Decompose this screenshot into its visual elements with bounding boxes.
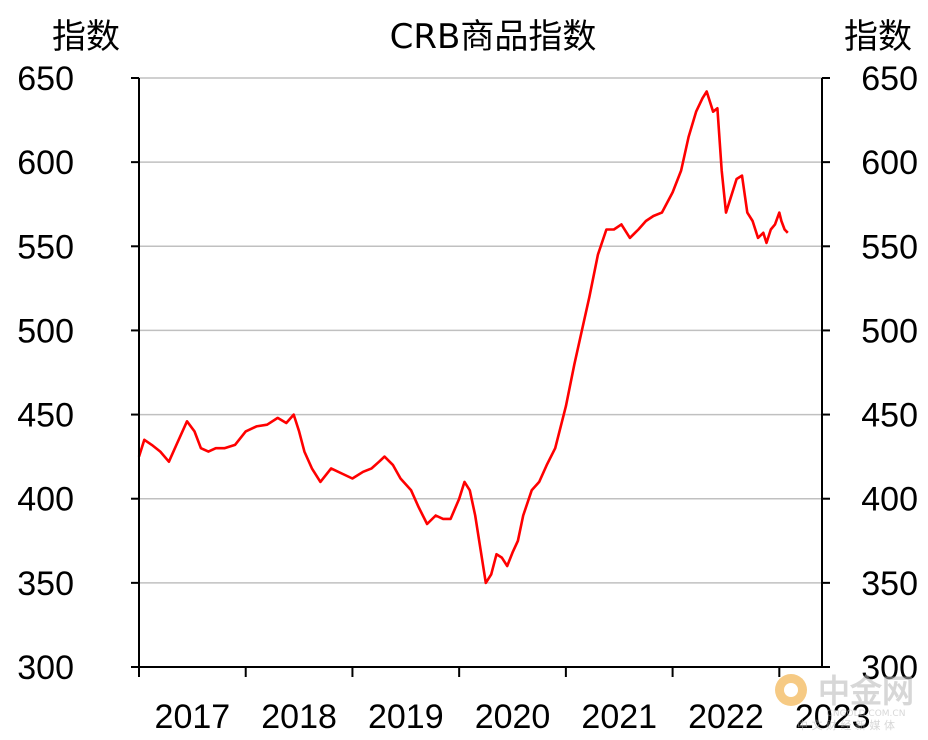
y-tick-label-right-600: 600	[861, 144, 918, 182]
watermark: 中金网 CNGOLD.COM.CN 中 文 财 经 新 媒 体	[775, 672, 914, 732]
x-tick-label-2017: 2017	[155, 698, 231, 736]
y-tick-label-right-300: 300	[861, 649, 918, 687]
y-axis-title-right: 指数	[844, 17, 912, 57]
y-tick-label-left-550: 550	[17, 228, 74, 266]
y-tick-label-left-450: 450	[17, 397, 74, 435]
y-tick-label-left-650: 650	[17, 60, 74, 98]
y-tick-label-left-350: 350	[17, 565, 74, 603]
tick-labels: 300 300 350 350 400 400 450 450 500 500 550 550 600 6…	[17, 60, 918, 736]
x-tick-label-2023: 2023	[795, 698, 871, 736]
y-tick-label-right-500: 500	[861, 312, 918, 350]
y-tick-label-right-550: 550	[861, 228, 918, 266]
ticks	[131, 77, 830, 677]
x-tick-label-2020: 2020	[475, 698, 551, 736]
x-tick-label-2019: 2019	[368, 698, 444, 736]
x-tick-label-2021: 2021	[581, 698, 657, 736]
watermark-logo-inner	[784, 683, 798, 697]
y-tick-label-left-300: 300	[17, 649, 74, 687]
watermark-sub-text: 中 文 财 经 新 媒 体	[797, 718, 895, 732]
series-line-0	[137, 90, 789, 585]
y-tick-label-right-350: 350	[861, 565, 918, 603]
axes	[138, 78, 823, 668]
watermark-cn-text: 中金网	[818, 672, 914, 710]
y-tick-label-right-650: 650	[861, 60, 918, 98]
y-tick-label-left-600: 600	[17, 144, 74, 182]
y-tick-label-left-500: 500	[17, 312, 74, 350]
y-tick-label-right-450: 450	[861, 397, 918, 435]
series-layer	[137, 90, 789, 585]
gridlines	[139, 77, 822, 584]
x-tick-label-2018: 2018	[261, 698, 337, 736]
x-tick-label-2022: 2022	[688, 698, 764, 736]
y-tick-label-right-400: 400	[861, 481, 918, 519]
y-axis-title-left: 指数	[52, 17, 120, 57]
watermark-url-text: CNGOLD.COM.CN	[827, 709, 906, 719]
chart-title: CRB商品指数	[390, 17, 597, 57]
y-tick-label-left-400: 400	[17, 481, 74, 519]
